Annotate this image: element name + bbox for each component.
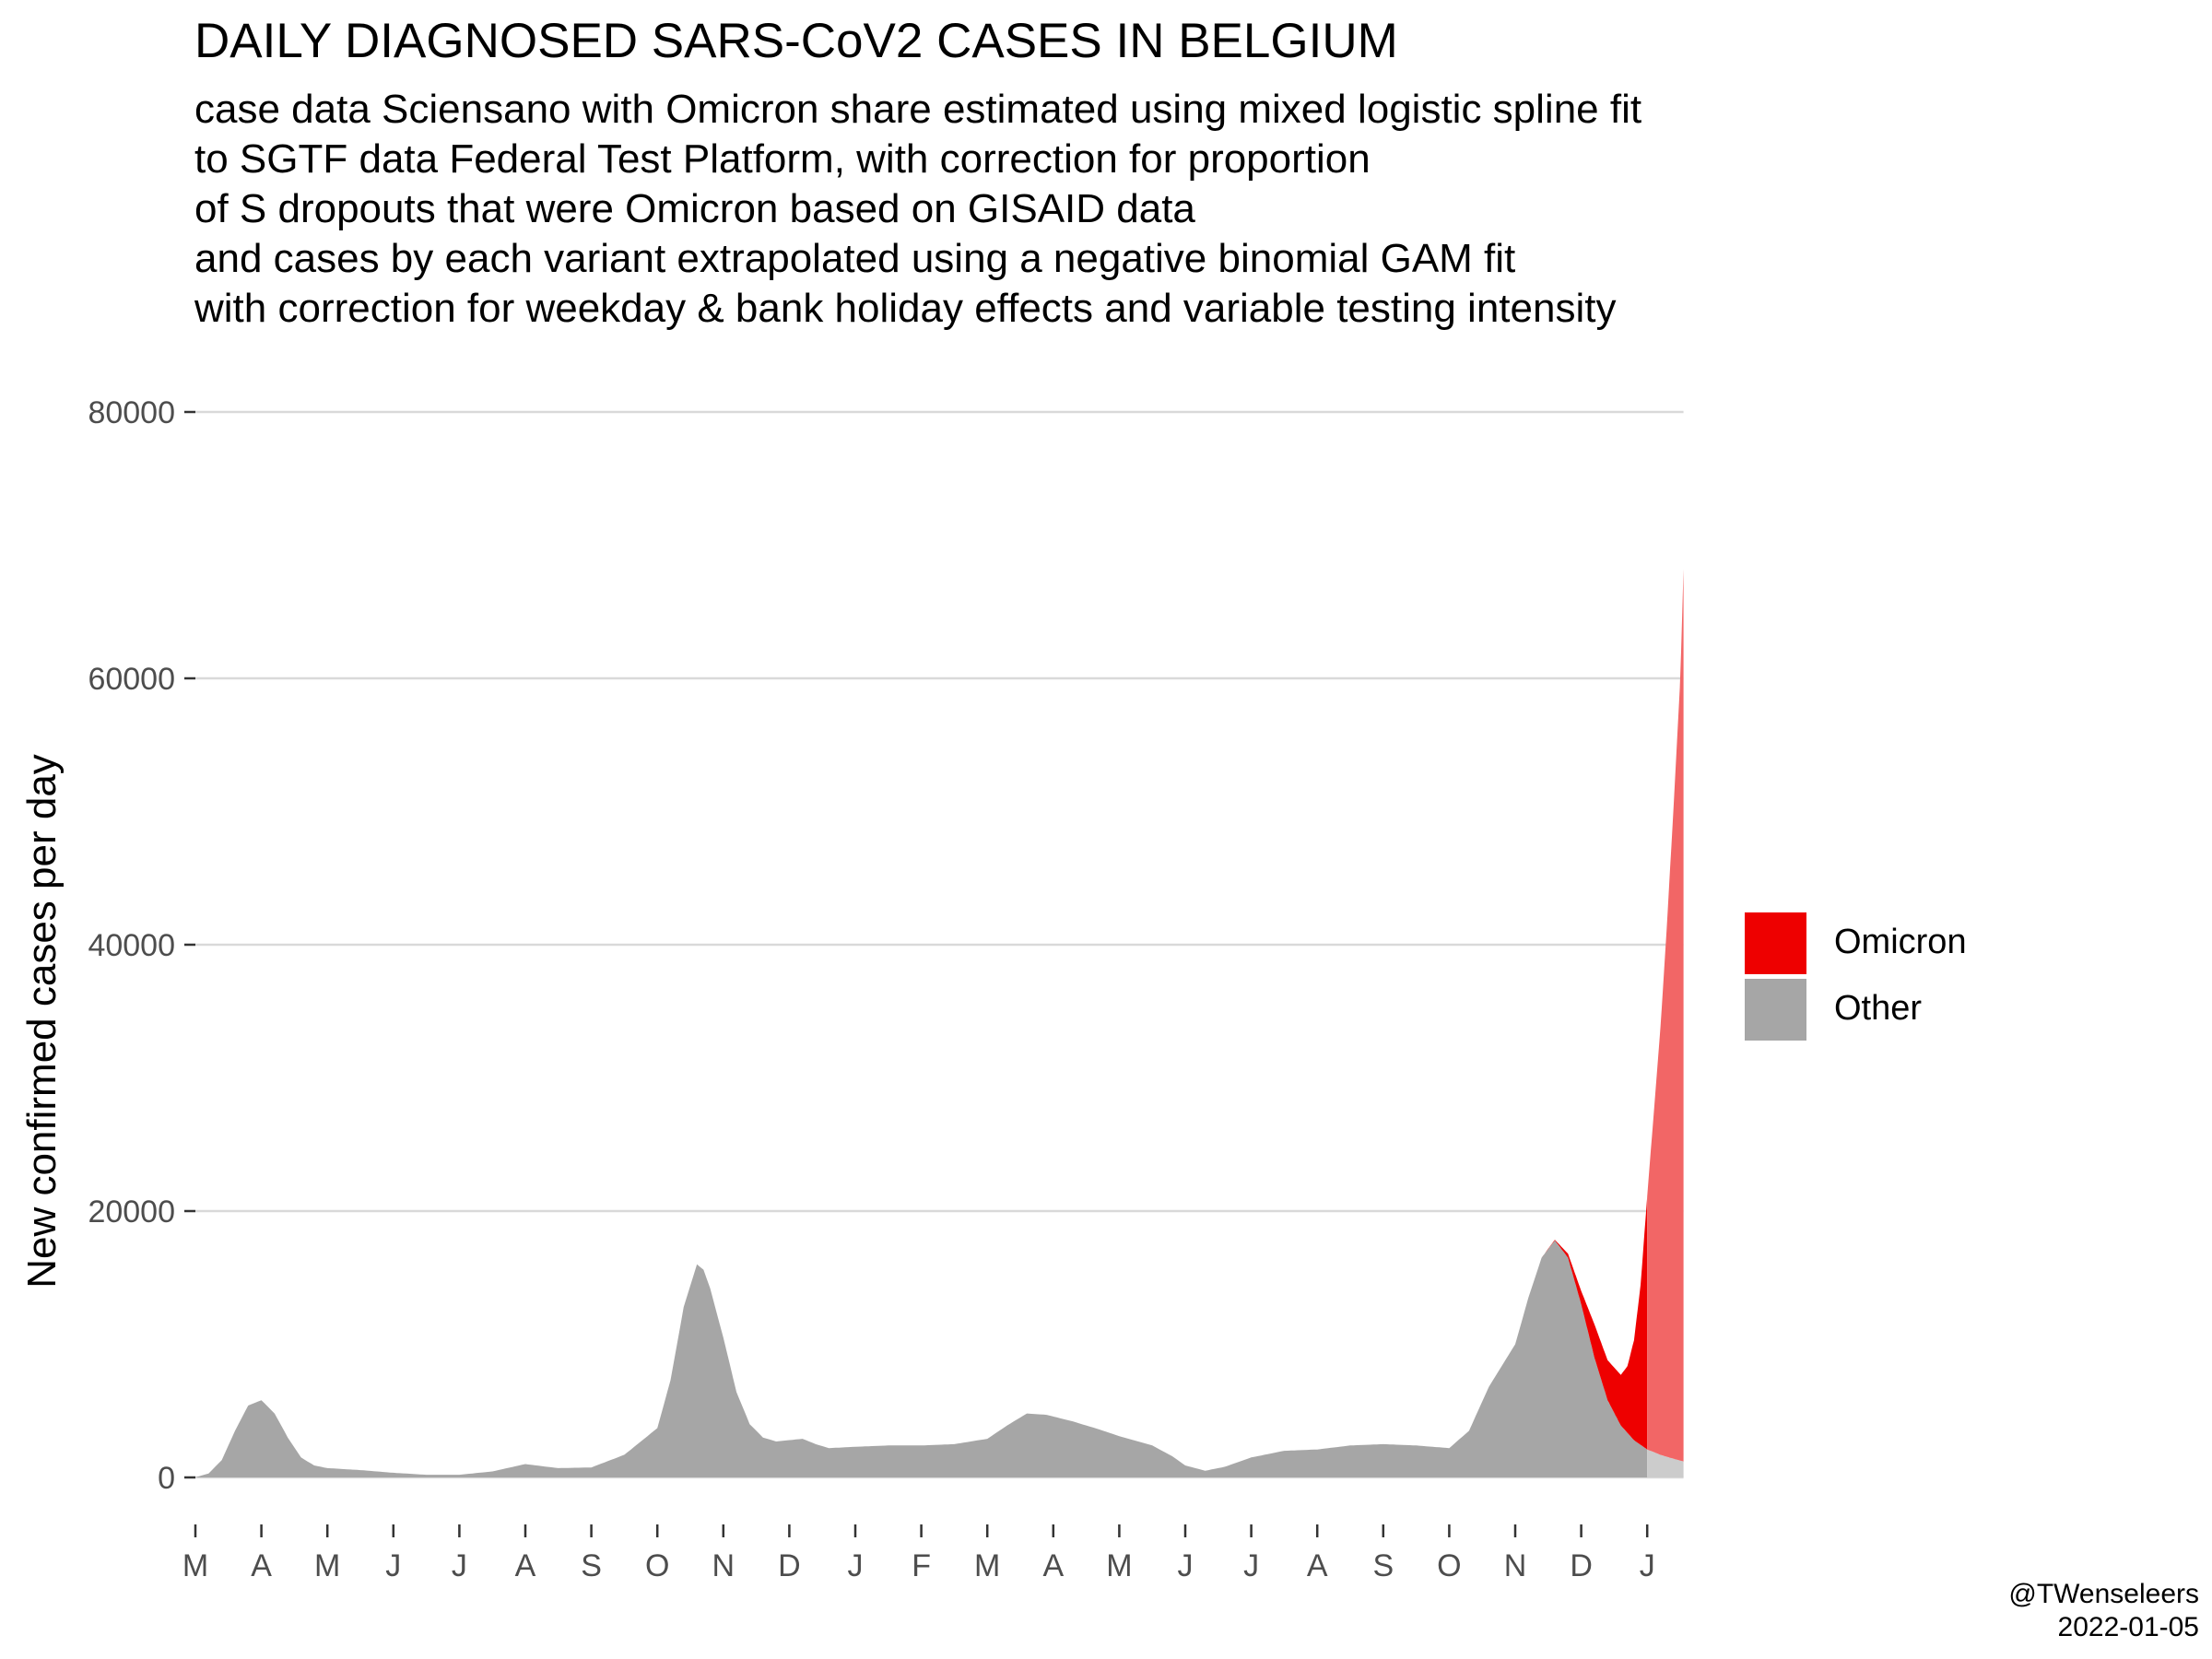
x-tick-label: M <box>314 1548 340 1583</box>
x-tick-label: O <box>1437 1548 1461 1583</box>
y-tick-label: 0 <box>158 1461 175 1496</box>
area-other-extrapolated <box>1647 1449 1684 1477</box>
x-tick-label: M <box>1106 1548 1132 1583</box>
x-tick-label: N <box>1504 1548 1527 1583</box>
legend-swatch-omicron <box>1745 912 1806 974</box>
x-tick-label: S <box>1372 1548 1394 1583</box>
x-tick-label: D <box>1570 1548 1593 1583</box>
x-tick-label: J <box>848 1548 864 1583</box>
x-tick-label: A <box>515 1548 536 1583</box>
x-tick-label: A <box>1307 1548 1328 1583</box>
subtitle-line: with correction for weekday & bank holid… <box>194 286 1617 331</box>
area-omicron-observed <box>1541 1196 1648 1450</box>
area-omicron-extrapolated <box>1647 569 1684 1462</box>
x-tick-label: D <box>778 1548 801 1583</box>
x-tick-label: J <box>385 1548 401 1583</box>
legend-label-omicron: Omicron <box>1834 923 1967 961</box>
y-tick-label: 80000 <box>88 395 175 430</box>
subtitle-line: and cases by each variant extrapolated u… <box>194 236 1516 281</box>
x-tick-label: J <box>452 1548 467 1583</box>
x-tick-label: S <box>581 1548 602 1583</box>
x-tick-label: M <box>182 1548 208 1583</box>
legend-label-other: Other <box>1834 989 1923 1028</box>
x-tick-label: J <box>1243 1548 1259 1583</box>
area-other-observed <box>195 1240 1648 1477</box>
x-tick-label: O <box>645 1548 669 1583</box>
credit-date: 2022-01-05 <box>2057 1612 2199 1642</box>
y-tick-label: 20000 <box>88 1194 175 1230</box>
y-tick-label: 40000 <box>88 928 175 963</box>
x-tick-label: M <box>974 1548 1000 1583</box>
x-tick-label: F <box>912 1548 931 1583</box>
subtitle-line: to SGTF data Federal Test Platform, with… <box>194 136 1371 182</box>
y-tick-label: 60000 <box>88 662 175 697</box>
credit-handle: @TWenseleers <box>2008 1579 2199 1609</box>
x-tick-label: N <box>712 1548 735 1583</box>
x-tick-label: J <box>1640 1548 1655 1583</box>
x-tick-label: A <box>251 1548 272 1583</box>
x-tick-label: J <box>1178 1548 1194 1583</box>
chart-title: DAILY DIAGNOSED SARS-CoV2 CASES IN BELGI… <box>194 14 1398 68</box>
subtitle-line: of S dropouts that were Omicron based on… <box>194 186 1195 231</box>
credit: @TWenseleers 2022-01-05 <box>2008 1578 2199 1644</box>
y-axis-label: New confirmed cases per day <box>19 754 65 1288</box>
x-tick-label: A <box>1042 1548 1064 1583</box>
subtitle-line: case data Sciensano with Omicron share e… <box>194 87 1642 132</box>
legend-swatch-other <box>1745 979 1806 1041</box>
chart-subtitle: case data Sciensano with Omicron share e… <box>194 85 1641 334</box>
